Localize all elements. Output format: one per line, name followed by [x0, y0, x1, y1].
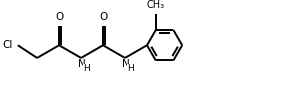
Text: Cl: Cl — [2, 40, 12, 50]
Text: N: N — [78, 59, 86, 69]
Text: H: H — [127, 64, 133, 73]
Text: H: H — [83, 64, 89, 73]
Text: O: O — [99, 12, 107, 22]
Text: CH₃: CH₃ — [147, 0, 165, 10]
Text: O: O — [55, 12, 63, 22]
Text: N: N — [122, 59, 130, 69]
